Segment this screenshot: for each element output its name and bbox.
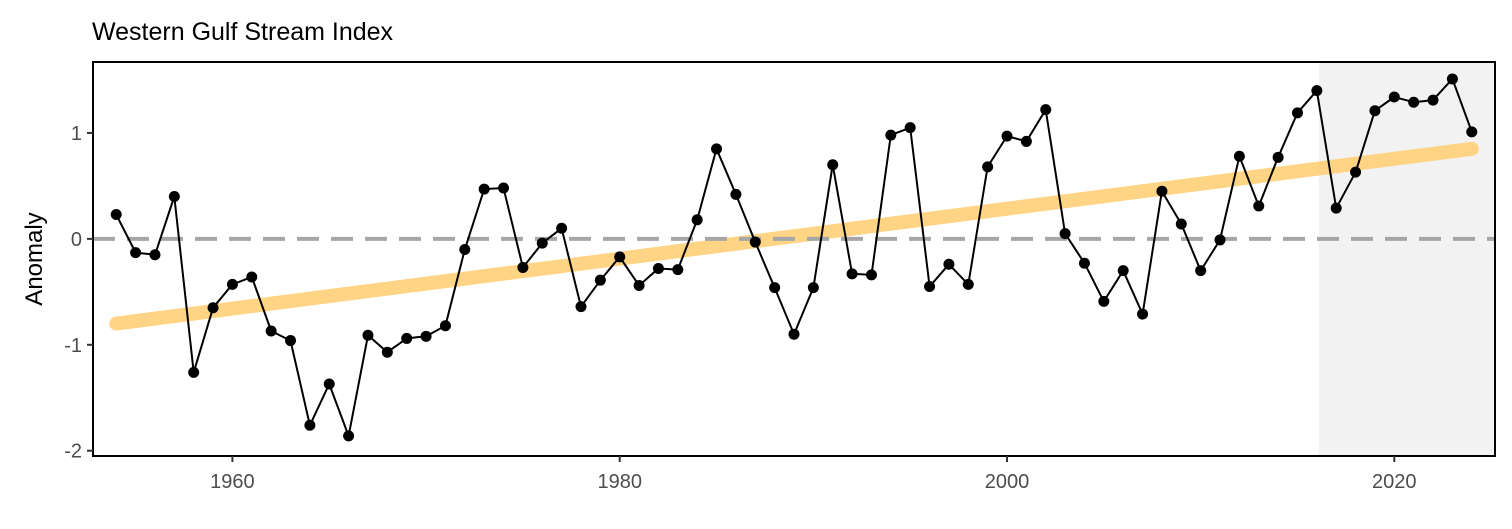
data-point (130, 247, 142, 259)
data-point (1330, 202, 1342, 214)
data-point (885, 129, 897, 141)
data-point (575, 301, 587, 313)
x-tick-label: 2020 (1372, 471, 1417, 493)
data-point (168, 191, 180, 203)
data-point (1350, 166, 1362, 178)
data-point (265, 325, 277, 337)
data-point (1369, 105, 1381, 117)
data-point (943, 258, 955, 270)
data-point (149, 249, 161, 261)
data-point (1195, 265, 1207, 277)
data-point (1233, 150, 1245, 162)
data-point (439, 320, 451, 332)
data-point (924, 281, 936, 293)
data-point (807, 282, 819, 294)
data-point (207, 302, 219, 314)
x-tick-label: 1960 (210, 471, 255, 493)
data-point (1001, 130, 1013, 142)
y-tick-label: -1 (64, 335, 82, 357)
data-point (536, 237, 548, 249)
data-point (614, 251, 626, 263)
data-point (1311, 85, 1323, 97)
data-point (594, 274, 606, 286)
data-point (827, 159, 839, 171)
data-point (420, 330, 432, 342)
data-point (691, 214, 703, 226)
data-point (730, 188, 742, 200)
shaded-region (1318, 62, 1495, 456)
data-point (652, 263, 664, 275)
data-point (323, 378, 335, 390)
data-point (1020, 135, 1032, 147)
data-point (226, 278, 238, 290)
data-point (982, 161, 994, 173)
x-tick-label: 2000 (985, 471, 1030, 493)
data-point (962, 278, 974, 290)
y-tick-label: -2 (64, 441, 82, 463)
data-point (1253, 200, 1265, 212)
data-point (1291, 107, 1303, 119)
data-point (1040, 104, 1052, 116)
data-point (381, 346, 393, 358)
data-point (672, 264, 684, 276)
data-point (749, 236, 761, 248)
data-point (110, 209, 122, 221)
data-point (865, 269, 877, 281)
data-point (846, 268, 858, 280)
data-point (1427, 94, 1439, 106)
y-tick-label: 0 (71, 229, 82, 251)
data-point (1137, 308, 1149, 320)
data-point (1175, 218, 1187, 230)
data-point (1214, 234, 1226, 246)
data-point (556, 222, 568, 234)
data-point (304, 419, 316, 431)
data-point (1059, 228, 1071, 240)
data-point (633, 279, 645, 291)
data-point (1388, 91, 1400, 103)
y-axis-label: Anomaly (21, 212, 48, 305)
y-tick-label: 1 (71, 123, 82, 145)
data-point (401, 332, 413, 344)
data-point (1272, 151, 1284, 163)
data-point (362, 329, 374, 341)
data-point (246, 271, 258, 283)
data-point (459, 243, 471, 255)
data-point (1466, 126, 1478, 138)
data-point (788, 328, 800, 340)
data-point (904, 122, 916, 134)
series-line (115, 77, 1473, 437)
data-point (711, 143, 723, 155)
plot-area: -2 -1 0 1 1960 1980 2000 2020 (64, 61, 1496, 493)
data-point (1408, 96, 1420, 108)
data-point (498, 182, 510, 194)
data-point (517, 261, 529, 273)
data-point (188, 366, 200, 378)
data-point (769, 282, 781, 294)
data-point (478, 183, 490, 195)
data-point (1078, 257, 1090, 269)
data-point (1117, 265, 1129, 277)
trend-line (109, 141, 1479, 331)
x-tick-label: 1980 (597, 471, 642, 493)
chart-title: Western Gulf Stream Index (92, 18, 394, 46)
data-point (343, 430, 355, 442)
data-point (1446, 73, 1458, 85)
data-point (285, 335, 297, 347)
data-point (1156, 185, 1168, 197)
plot-border (92, 61, 1496, 457)
data-point (1098, 295, 1110, 307)
